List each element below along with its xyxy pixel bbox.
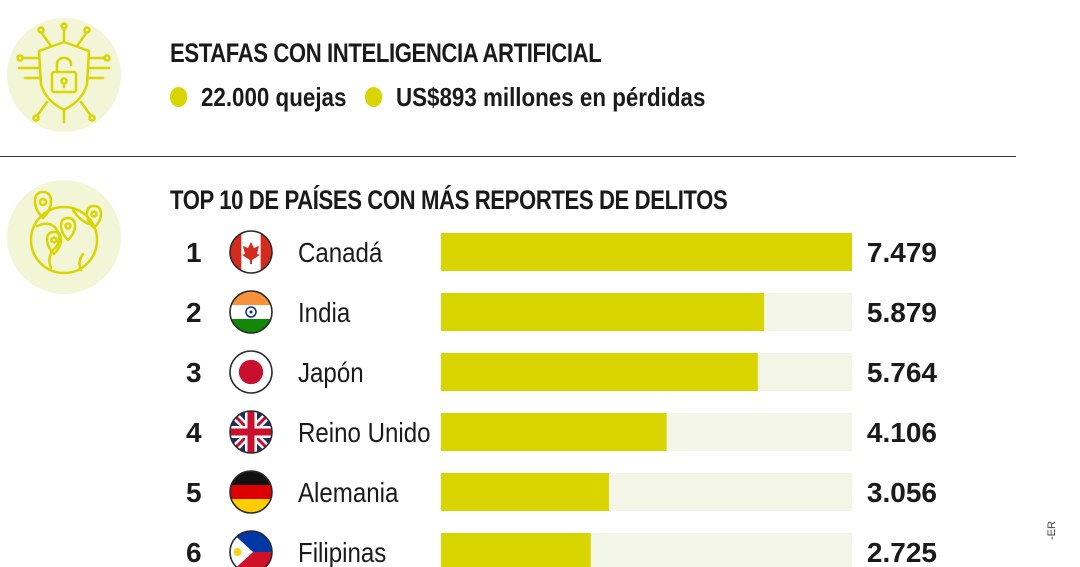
- bar: [441, 413, 667, 451]
- value-label: 3.056: [867, 477, 937, 508]
- flag-germany-icon: [229, 470, 273, 514]
- category-label: Japón: [298, 356, 364, 388]
- section-divider: [0, 156, 1016, 157]
- flag-philippines-icon: [229, 530, 273, 567]
- stat-losses: US$893 millones en pérdidas: [365, 81, 706, 113]
- rank-label: 1: [186, 237, 202, 268]
- bar: [441, 353, 758, 391]
- value-label: 5.879: [867, 297, 937, 328]
- bullet-dot: [170, 87, 188, 107]
- bar: [441, 293, 765, 331]
- value-label: 4.106: [867, 417, 937, 448]
- category-label: India: [298, 296, 351, 328]
- category-label: Canadá: [298, 236, 383, 268]
- category-label: Alemania: [298, 476, 399, 508]
- bar-row: 2 India 5.879: [186, 290, 937, 334]
- header-title: ESTAFAS CON INTELIGENCIA ARTIFICIAL: [170, 38, 602, 68]
- bar-row: 6 Filipinas 2.725: [186, 530, 937, 567]
- category-label: Reino Unido: [298, 416, 431, 448]
- bar-row: 1 Canadá 7.479: [186, 230, 937, 274]
- value-label: 5.764: [867, 357, 937, 388]
- flag-japan-icon: [229, 350, 273, 394]
- rank-label: 6: [186, 537, 202, 567]
- bar: [441, 473, 609, 511]
- bar: [441, 233, 852, 271]
- value-label: 7.479: [867, 237, 937, 268]
- stat-complaints: 22.000 quejas: [170, 82, 346, 113]
- bar-row: 3 Japón 5.764: [186, 350, 937, 394]
- bar-row: 4 Reino Unido 4.106: [186, 410, 937, 454]
- stat-complaints-text: 22.000 quejas: [200, 81, 347, 112]
- flag-uk-icon: [229, 410, 273, 454]
- rank-label: 3: [186, 357, 202, 388]
- bar: [441, 533, 591, 567]
- flag-canada-icon: [229, 230, 273, 274]
- bar-row: 5 Alemania 3.056: [186, 470, 937, 514]
- chart-title: TOP 10 DE PAÍSES CON MÁS REPORTES DE DEL…: [170, 185, 728, 215]
- rank-label: 5: [186, 477, 202, 508]
- stat-losses-text: US$893 millones en pérdidas: [396, 81, 706, 112]
- value-label: 2.725: [867, 537, 937, 567]
- header-stats: 22.000 quejas US$893 millones en pérdida…: [170, 82, 761, 112]
- rank-label: 2: [186, 297, 202, 328]
- flag-india-icon: [229, 290, 273, 334]
- credit-text: -ER: [1046, 521, 1058, 540]
- bullet-dot: [365, 87, 383, 107]
- rank-label: 4: [186, 417, 202, 448]
- globe-pins-icon: [7, 180, 121, 294]
- category-label: Filipinas: [298, 536, 386, 567]
- shield-lock-icon: [7, 18, 121, 132]
